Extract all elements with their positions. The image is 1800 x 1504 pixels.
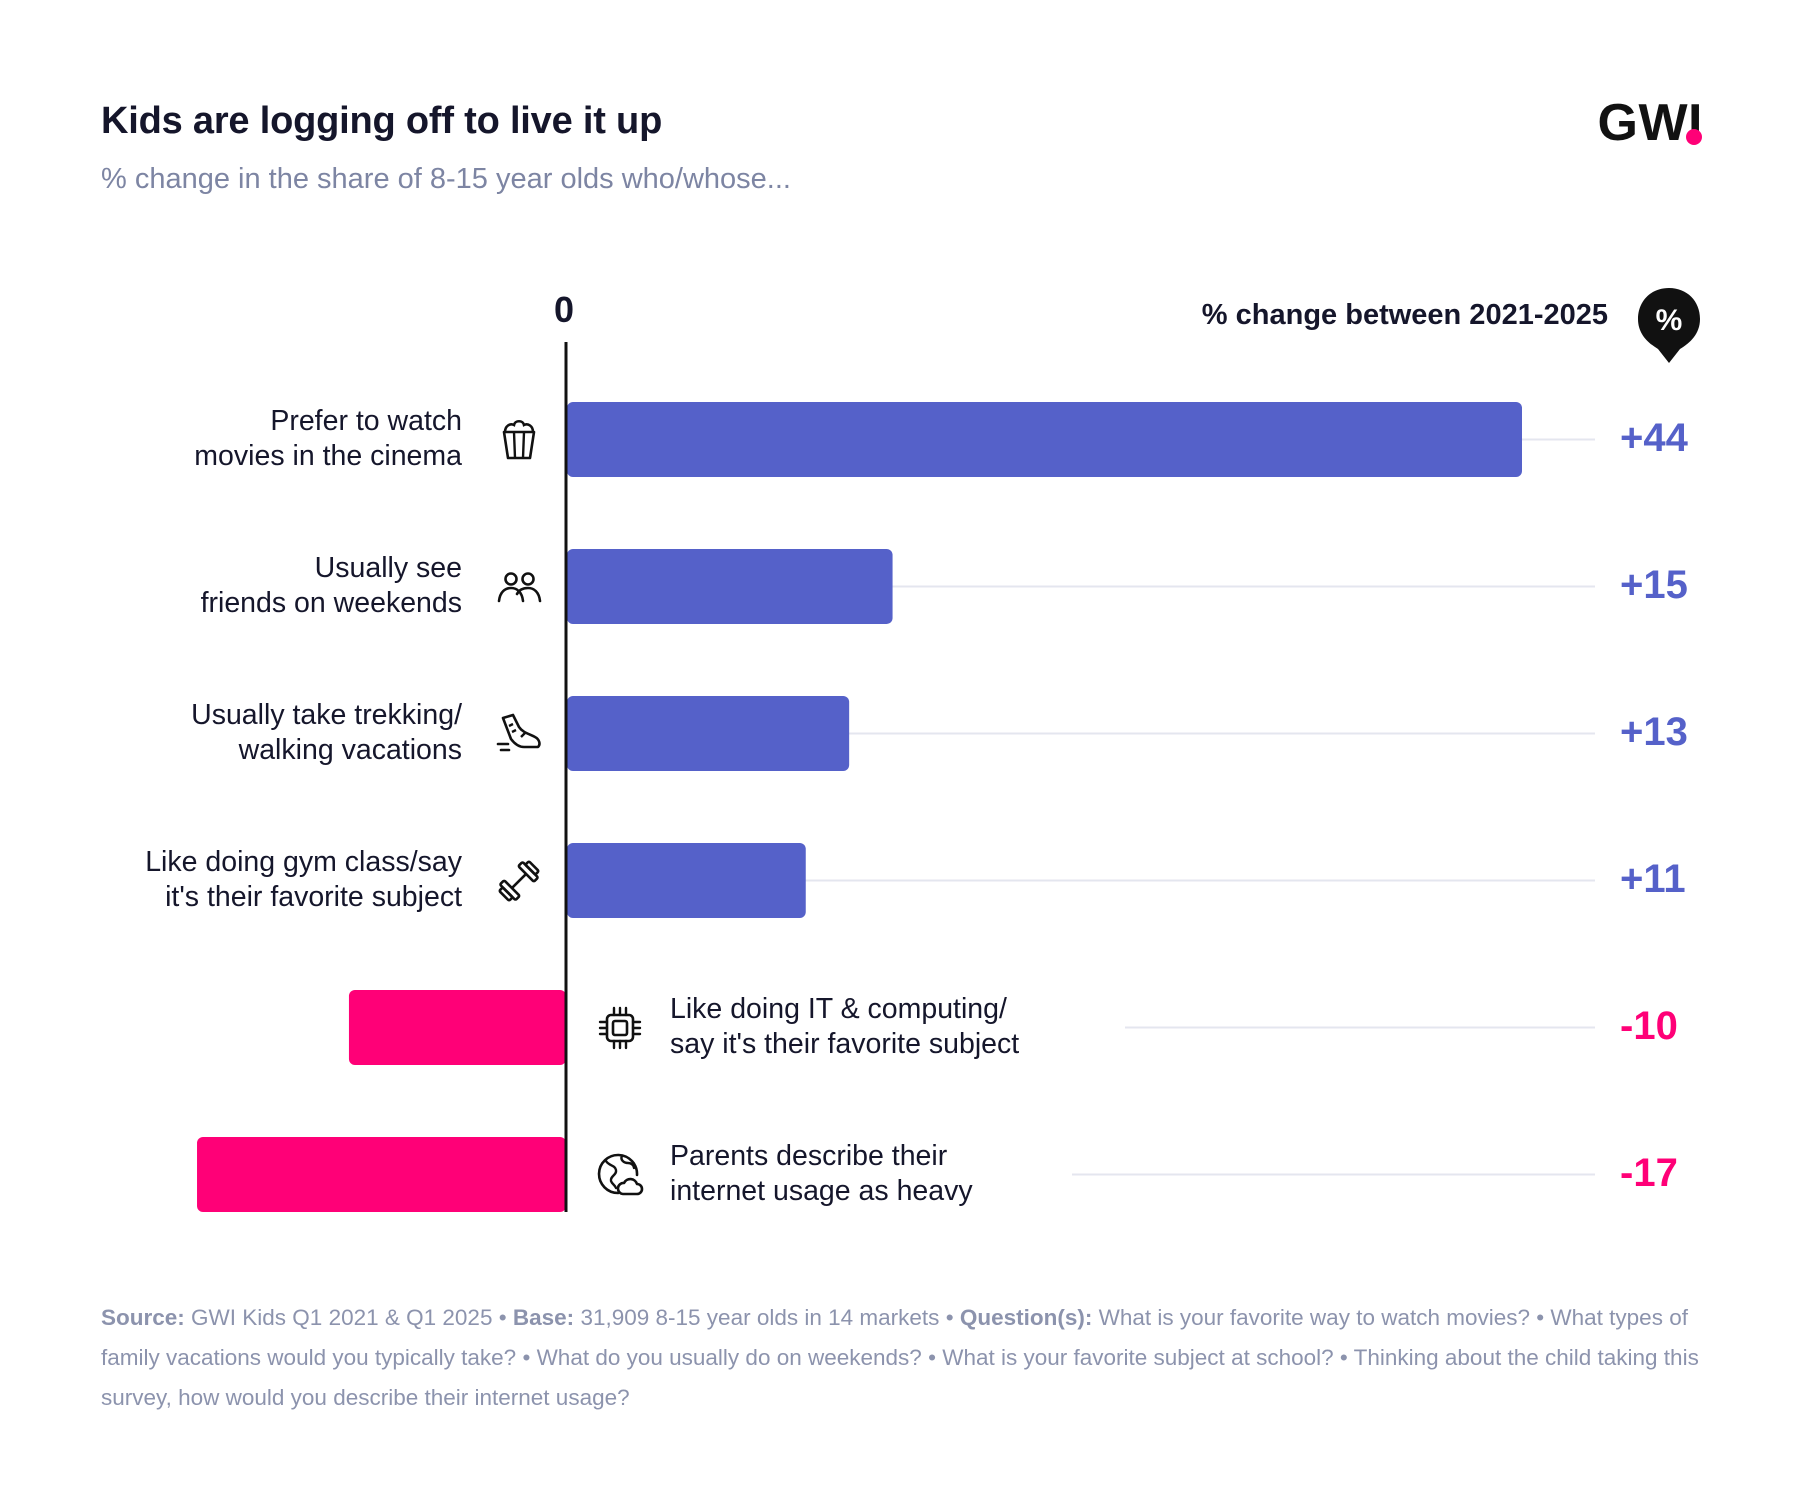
footnote: Source: GWI Kids Q1 2021 & Q1 2025 • Bas… (101, 1298, 1701, 1418)
popcorn-icon (495, 416, 543, 464)
base-label: Base: (512, 1305, 575, 1330)
pin-symbol: % (1656, 304, 1683, 337)
category-label-line: internet usage as heavy (670, 1174, 973, 1207)
separator: • (945, 1305, 954, 1330)
gwi-logo: GWI (1597, 94, 1703, 152)
chart-title: Kids are logging off to live it up (101, 100, 663, 142)
bar (567, 402, 1522, 477)
category-label-line: it's their favorite subject (165, 880, 462, 913)
category-label-line: Like doing IT & computing/ (670, 992, 1007, 1025)
data-label: -10 (1620, 1003, 1678, 1048)
bar (567, 696, 850, 771)
friends-icon (495, 563, 543, 611)
data-label: -17 (1620, 1150, 1678, 1195)
value-column-header: % change between 2021-2025 (1201, 299, 1608, 331)
globe-icon (596, 1151, 644, 1199)
bar (348, 990, 566, 1065)
data-label: +44 (1620, 415, 1688, 460)
bar (197, 1137, 567, 1212)
dumbbell-icon (495, 857, 543, 905)
category-label-line: Parents describe their (670, 1139, 948, 1172)
base-text: 31,909 8-15 year olds in 14 markets (580, 1305, 940, 1330)
category-label: Prefer to watch movies in the cinema (0, 404, 462, 474)
category-label-line: Usually see (314, 551, 462, 584)
category-label: Parents describe their internet usage as … (670, 1139, 1130, 1209)
category-label-line: walking vacations (238, 733, 462, 766)
chart-subtitle: % change in the share of 8-15 year olds … (101, 163, 791, 195)
category-label-line: friends on weekends (200, 586, 462, 619)
chip-icon (596, 1004, 644, 1052)
percent-pin-icon: % (1638, 288, 1700, 363)
logo-dot-icon (1686, 129, 1702, 145)
category-label-line: say it's their favorite subject (670, 1027, 1020, 1060)
source-label: Source: (101, 1305, 185, 1330)
category-label: Usually take trekking/walking vacations (0, 698, 462, 768)
questions-label: Question(s): (959, 1305, 1093, 1330)
source-text: GWI Kids Q1 2021 & Q1 2025 (191, 1305, 493, 1330)
axis-zero-label: 0 (554, 289, 575, 330)
bar (567, 549, 893, 624)
shoe-icon (495, 710, 543, 758)
bar (567, 843, 806, 918)
data-label: +13 (1620, 709, 1688, 754)
category-label-line: Usually take trekking/ (191, 698, 462, 731)
data-label: +11 (1620, 856, 1686, 901)
questions-text: What is your favorite way to watch movie… (101, 1305, 1699, 1410)
separator: • (498, 1305, 507, 1330)
category-label: Like doing gym class/say it's their favor… (0, 845, 462, 915)
category-label-line: Like doing gym class/say (145, 845, 462, 878)
category-label-line: movies in the cinema (194, 439, 462, 472)
category-label: Like doing IT & computing/say it's their… (670, 992, 1130, 1062)
data-label: +15 (1620, 562, 1688, 607)
category-label-line: Prefer to watch (270, 404, 462, 437)
category-label: Usually see friends on weekends (0, 551, 462, 621)
